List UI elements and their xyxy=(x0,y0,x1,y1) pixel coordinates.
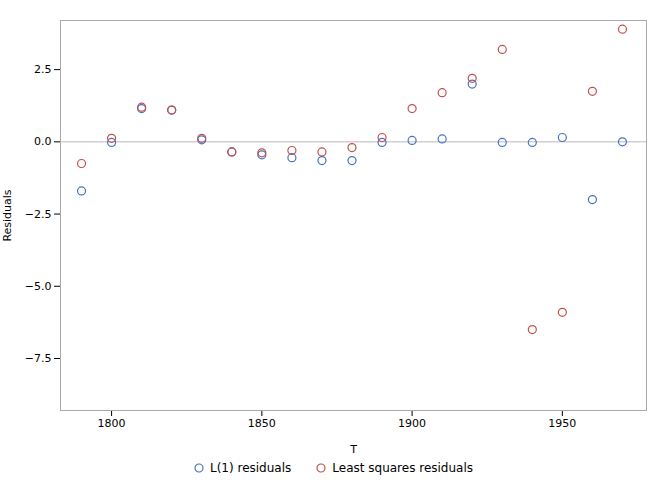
html-text:Least squares residuals: Least squares residuals xyxy=(332,461,473,475)
svg-text:1900: 1900 xyxy=(398,417,426,430)
svg-text:Residuals: Residuals xyxy=(1,189,14,241)
svg-text:0.0: 0.0 xyxy=(34,135,52,148)
svg-text:1950: 1950 xyxy=(548,417,576,430)
svg-text:−5.0: −5.0 xyxy=(25,280,52,293)
svg-text:1850: 1850 xyxy=(248,417,276,430)
svg-text:−2.5: −2.5 xyxy=(25,208,52,221)
svg-text:−7.5: −7.5 xyxy=(25,352,52,365)
svg-text:T: T xyxy=(349,443,357,456)
svg-text:2.5: 2.5 xyxy=(34,63,52,76)
svg-text:1800: 1800 xyxy=(98,417,126,430)
html-text:L(1) residuals: L(1) residuals xyxy=(210,461,292,475)
